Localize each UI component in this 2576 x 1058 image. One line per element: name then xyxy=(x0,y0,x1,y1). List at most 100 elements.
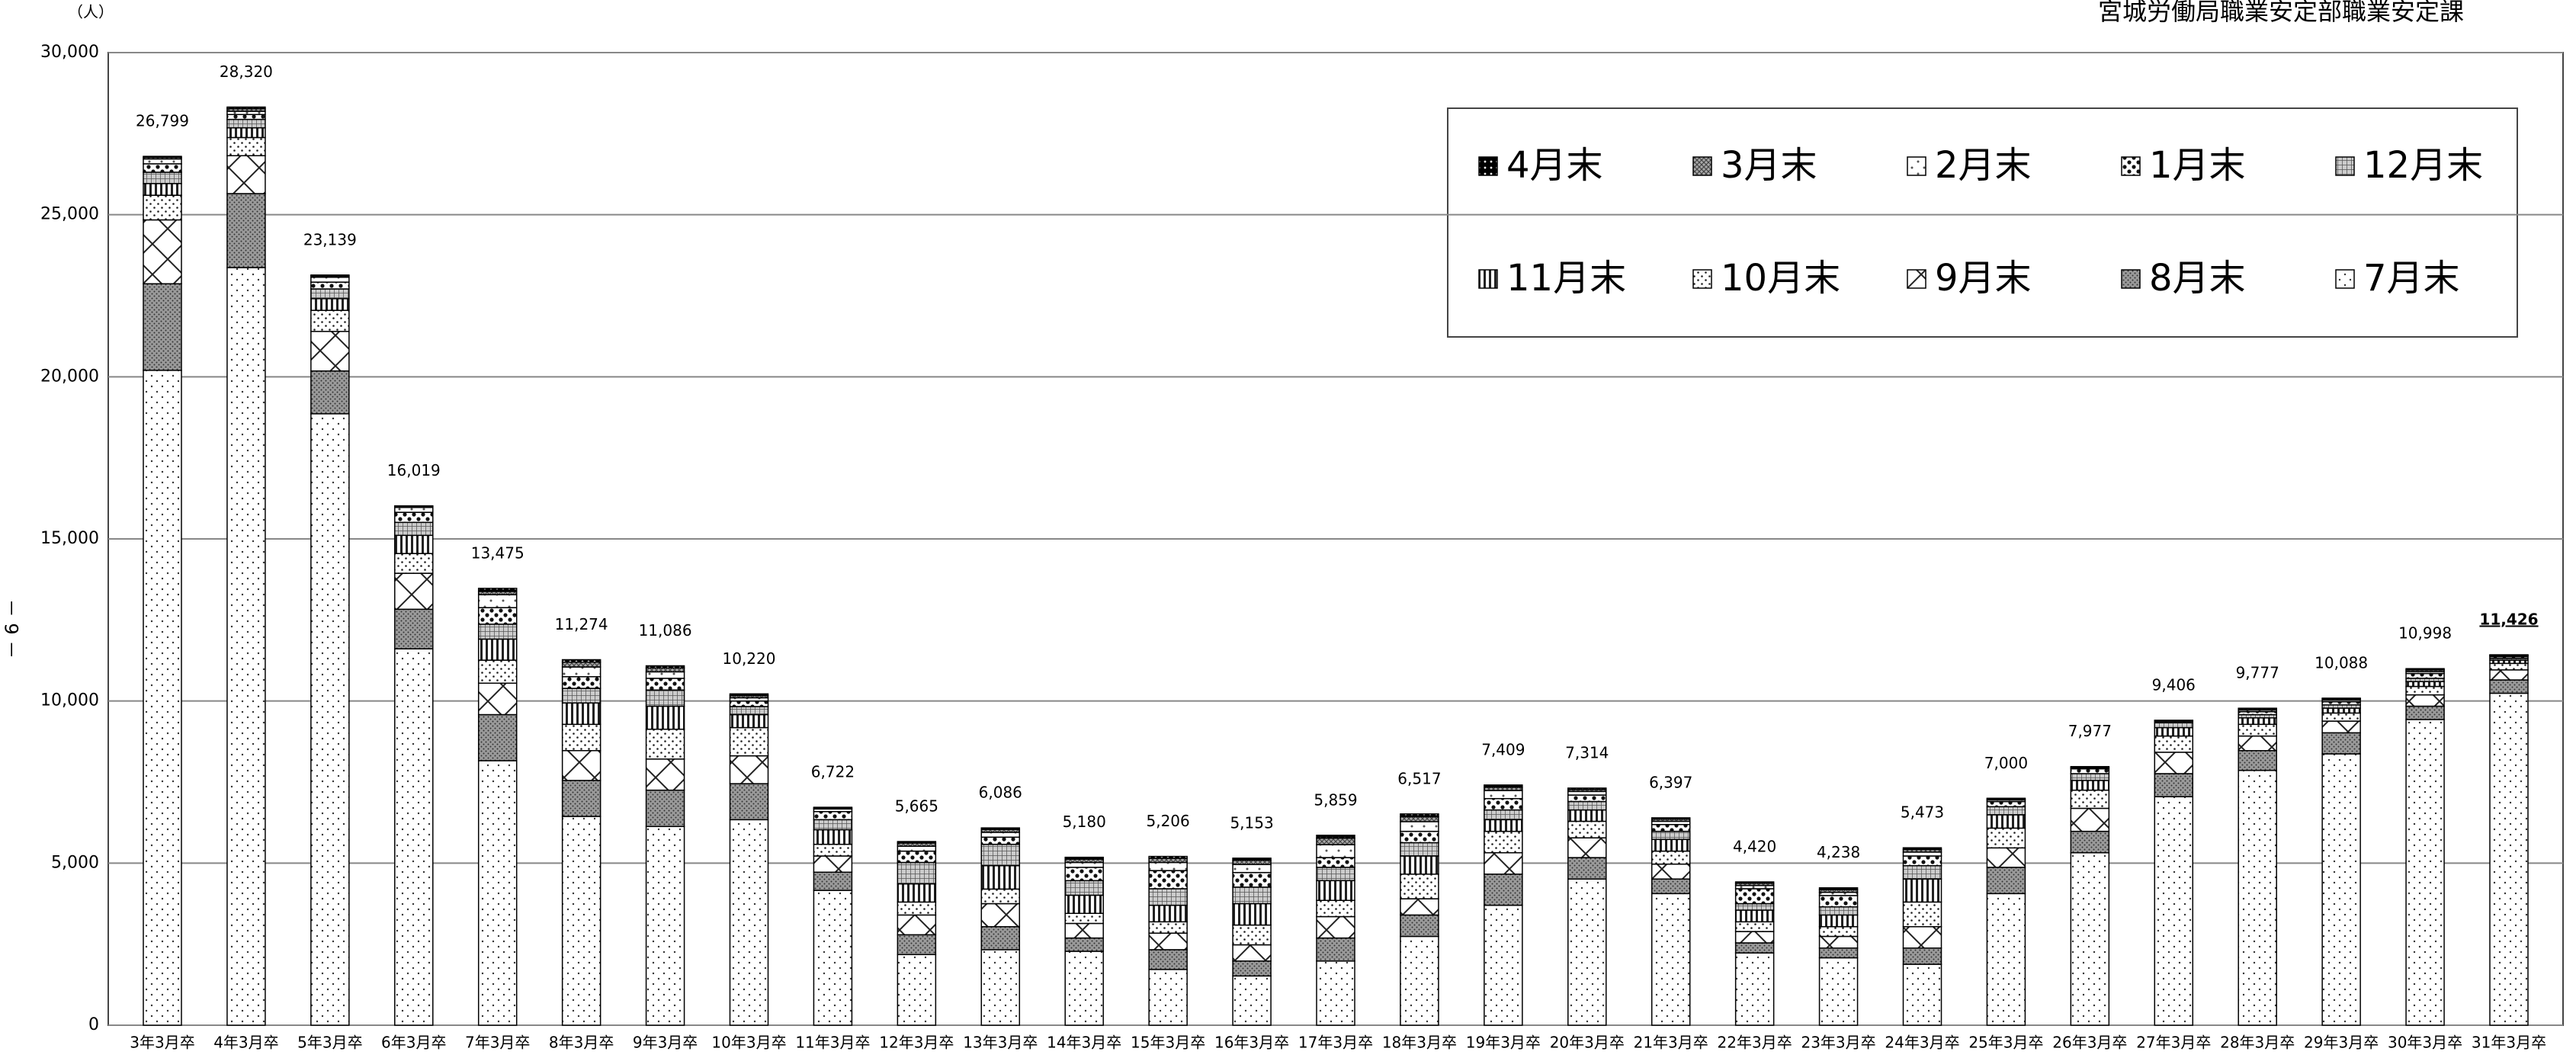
bar-segment xyxy=(1902,878,1942,903)
bar-segment xyxy=(1734,921,1775,932)
bar-segment xyxy=(1148,904,1188,923)
bar-segment xyxy=(1316,915,1355,939)
bar-segment xyxy=(1316,837,1355,845)
x-tick-label: 12年3月卒 xyxy=(879,1034,954,1052)
bar-segment xyxy=(477,659,518,684)
bar-segment xyxy=(1400,813,1439,818)
bar-segment xyxy=(1484,874,1523,906)
legend-label: 4月末 xyxy=(1506,144,1603,187)
x-tick-label: 31年3月卒 xyxy=(2472,1034,2546,1052)
bar-segment xyxy=(394,506,434,513)
total-label: 4,238 xyxy=(1817,843,1860,861)
x-tick-label: 21年3月卒 xyxy=(1634,1034,1708,1052)
bar-segment xyxy=(310,413,350,1026)
bar-segment xyxy=(1986,806,2026,816)
bar-segment xyxy=(1818,895,1859,908)
legend-swatch xyxy=(2121,156,2141,176)
bar-segment xyxy=(2321,712,2361,722)
bar-segment xyxy=(1902,925,1942,949)
bar-segment xyxy=(226,106,266,110)
x-tick-label: 15年3月卒 xyxy=(1131,1034,1205,1052)
bar-segment xyxy=(2070,851,2110,1026)
bar-segment xyxy=(226,136,266,157)
bar-segment xyxy=(394,648,434,1026)
bar-segment xyxy=(1902,851,1942,857)
bar-segment xyxy=(645,678,685,691)
bar-segment xyxy=(394,511,434,524)
bar-segment xyxy=(2489,692,2529,1026)
bar-segment xyxy=(1734,931,1775,944)
bar-segment xyxy=(897,841,937,844)
bar-segment xyxy=(645,689,685,707)
total-label: 6,086 xyxy=(979,784,1022,802)
bar-segment xyxy=(645,671,685,679)
bar-segment xyxy=(980,832,1021,838)
bar-segment xyxy=(1064,937,1104,952)
x-tick-label: 25年3月卒 xyxy=(1968,1034,2043,1052)
x-tick-label: 11年3月卒 xyxy=(795,1034,870,1052)
x-tick-label: 9年3月卒 xyxy=(633,1034,698,1052)
bar-segment xyxy=(1232,871,1272,888)
bar-segment xyxy=(1232,864,1272,874)
total-label: 7,000 xyxy=(1984,754,2028,772)
bar-segment xyxy=(2154,796,2194,1026)
bar-segment xyxy=(2321,732,2361,755)
total-label: 7,409 xyxy=(1481,740,1525,758)
x-tick-label: 28年3月卒 xyxy=(2220,1034,2295,1052)
bar-segment xyxy=(645,665,685,669)
total-label: 7,977 xyxy=(2068,722,2112,740)
bar-segment xyxy=(394,553,434,574)
bar-segment xyxy=(1064,861,1104,868)
bar-segment xyxy=(1484,790,1523,800)
bar-segment xyxy=(2321,753,2361,1026)
bar-segment xyxy=(813,810,853,821)
bar-segment xyxy=(1567,820,1607,838)
bar-segment xyxy=(1818,935,1859,949)
x-tick-label: 29年3月卒 xyxy=(2304,1034,2379,1052)
legend-swatch xyxy=(2335,269,2355,289)
bar-segment xyxy=(1064,951,1104,1026)
legend-label: 9月末 xyxy=(1935,257,2032,300)
bar-segment xyxy=(1064,912,1104,925)
bar-segment xyxy=(1902,901,1942,928)
bar-segment xyxy=(1484,851,1523,875)
bar-segment xyxy=(2154,752,2194,774)
bar-segment xyxy=(729,726,769,757)
x-tick-label: 16年3月卒 xyxy=(1214,1034,1289,1052)
total-label: 26,799 xyxy=(136,112,189,130)
legend-label: 3月末 xyxy=(1721,144,1817,187)
x-tick-label: 22年3月卒 xyxy=(1718,1034,1792,1052)
bar-segment xyxy=(729,713,769,729)
x-tick-label: 27年3月卒 xyxy=(2136,1034,2211,1052)
y-tick-label: 5,000 xyxy=(51,853,99,872)
legend-swatch xyxy=(1478,156,1498,176)
bar-segment xyxy=(729,693,769,697)
x-tick-label: 5年3月卒 xyxy=(297,1034,362,1052)
bar-segment xyxy=(1316,899,1355,918)
x-tick-label: 3年3月卒 xyxy=(130,1034,194,1052)
bar-segment xyxy=(1148,861,1188,871)
bar-segment xyxy=(1316,857,1355,868)
total-label: 5,473 xyxy=(1901,803,1944,822)
bar-segment xyxy=(477,607,518,625)
bar-segment xyxy=(813,890,853,1026)
legend-label: 11月末 xyxy=(1506,257,1626,300)
bar-segment xyxy=(2405,705,2445,720)
x-tick-label: 17年3月卒 xyxy=(1298,1034,1373,1052)
bar-segment xyxy=(1232,858,1272,861)
bar-segment xyxy=(2070,773,2110,781)
y-tick-label: 25,000 xyxy=(40,205,99,224)
bar-segment xyxy=(1986,847,2026,868)
legend-swatch xyxy=(2335,156,2355,176)
total-label: 4,420 xyxy=(1733,838,1776,856)
bar-segment xyxy=(1232,924,1272,946)
total-label: 5,153 xyxy=(1230,813,1273,832)
bar-segment xyxy=(2405,668,2445,671)
bar-segment xyxy=(1232,859,1272,865)
bar-segment xyxy=(561,666,601,678)
bar-segment xyxy=(1567,787,1607,790)
legend-label: 7月末 xyxy=(2363,257,2460,300)
bar-segment xyxy=(1316,960,1355,1026)
bar-segment xyxy=(1986,867,2026,895)
bar-segment xyxy=(2489,662,2529,671)
